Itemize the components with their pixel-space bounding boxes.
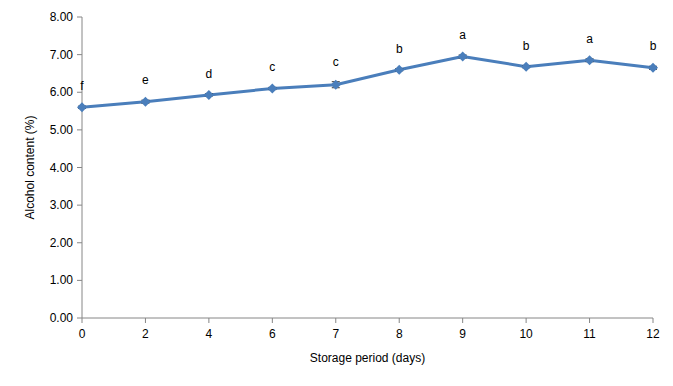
x-tick-label: 9 (459, 327, 466, 341)
y-tick-label: 2.00 (50, 236, 74, 250)
x-tick (82, 318, 83, 323)
x-axis (82, 318, 653, 319)
annotation: c (333, 55, 339, 69)
marker (648, 63, 658, 73)
y-tick-label: 3.00 (50, 198, 74, 212)
x-axis-label: Storage period (days) (310, 351, 425, 365)
y-tick-label: 8.00 (50, 10, 74, 24)
annotation: b (523, 39, 530, 53)
x-tick-label: 10 (519, 327, 533, 341)
annotation: a (586, 32, 593, 46)
x-tick (653, 318, 654, 323)
annotation: b (396, 42, 403, 56)
annotation: f (80, 79, 84, 93)
marker (204, 90, 214, 100)
y-tick (77, 167, 82, 168)
y-tick-label: 4.00 (50, 161, 74, 175)
marker (331, 80, 341, 90)
marker (521, 62, 531, 72)
x-tick-label: 8 (396, 327, 403, 341)
x-tick (589, 318, 590, 323)
x-tick-label: 2 (142, 327, 149, 341)
y-tick (77, 129, 82, 130)
x-tick-label: 4 (206, 327, 213, 341)
marker (394, 65, 404, 75)
chart: 0.00 1.00 2.00 3.00 4.00 5.00 6.00 7.00 8.00 0 2 4 6… (0, 0, 673, 386)
y-tick (77, 280, 82, 281)
x-tick (462, 318, 463, 323)
y-tick-label: 6.00 (50, 85, 74, 99)
y-tick (77, 205, 82, 206)
x-tick-label: 0 (79, 327, 86, 341)
y-tick (77, 17, 82, 18)
x-tick-label: 7 (332, 327, 339, 341)
y-tick-label: 7.00 (50, 48, 74, 62)
y-tick (77, 54, 82, 55)
x-tick (208, 318, 209, 323)
annotation: c (269, 60, 275, 74)
series-line (82, 57, 653, 108)
y-tick (77, 242, 82, 243)
x-tick (399, 318, 400, 323)
marker (585, 55, 595, 65)
x-tick-label: 12 (646, 327, 660, 341)
x-tick (272, 318, 273, 323)
y-tick-label: 5.00 (50, 123, 74, 137)
x-tick (145, 318, 146, 323)
y-axis-label: Alcohol content (%) (23, 115, 37, 219)
x-tick-label: 6 (269, 327, 276, 341)
x-tick (335, 318, 336, 323)
annotation: e (142, 73, 149, 87)
marker (267, 83, 277, 93)
marker (140, 97, 150, 107)
annotation: d (206, 67, 213, 81)
marker (458, 52, 468, 62)
plot-area (77, 52, 658, 113)
y-tick-label: 0.00 (50, 311, 74, 325)
annotation: a (459, 28, 466, 42)
x-tick (526, 318, 527, 323)
marker (77, 102, 87, 112)
y-tick-label: 1.00 (50, 273, 74, 287)
x-tick-label: 11 (583, 327, 596, 341)
y-tick (77, 318, 82, 319)
annotation: b (650, 39, 657, 53)
